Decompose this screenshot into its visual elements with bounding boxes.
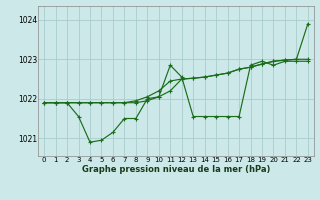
- X-axis label: Graphe pression niveau de la mer (hPa): Graphe pression niveau de la mer (hPa): [82, 165, 270, 174]
